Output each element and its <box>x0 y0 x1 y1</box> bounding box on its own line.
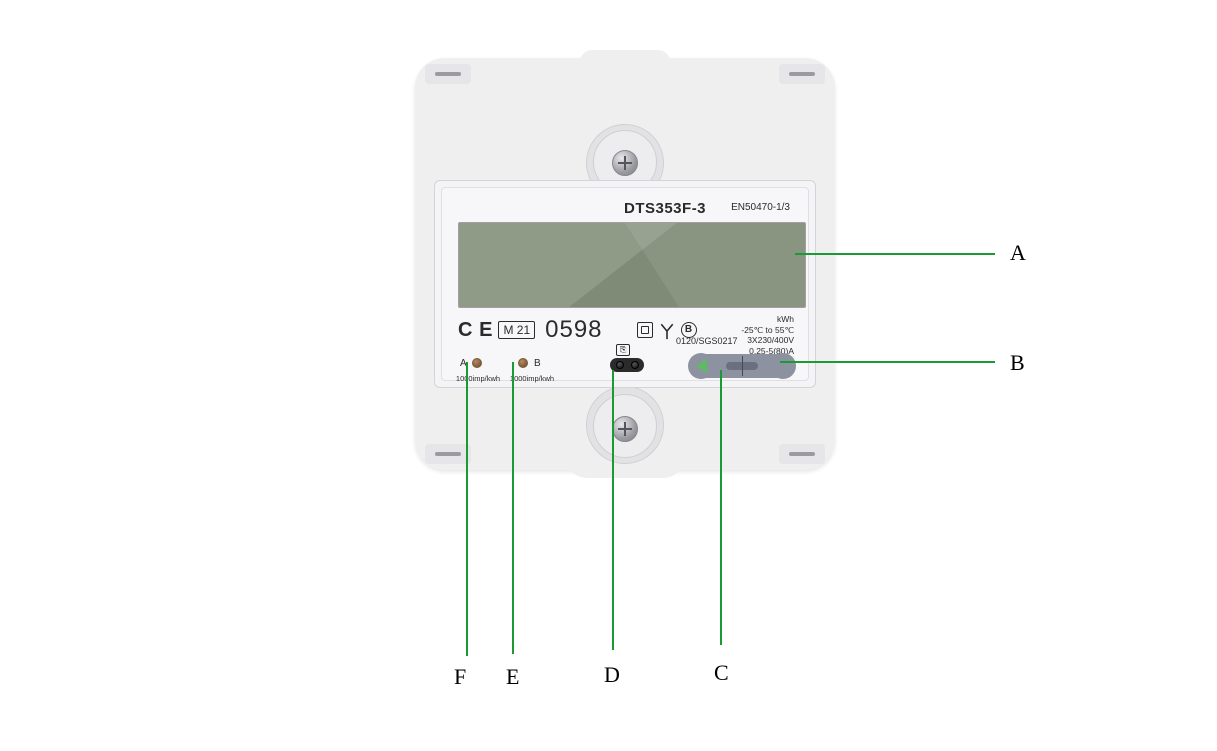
spec-voltage: 3X230/400V <box>741 335 794 346</box>
model-number: DTS353F-3 <box>624 200 706 217</box>
optical-port-symbol: ⎘ <box>616 344 630 356</box>
leader-b-line <box>780 361 995 363</box>
lcd-display <box>458 222 806 308</box>
led-a <box>472 358 482 368</box>
callout-e: E <box>506 664 519 690</box>
led-b <box>518 358 528 368</box>
wye-icon <box>659 322 675 338</box>
led-a-imp: 1000imp/kwh <box>456 374 500 383</box>
nav-middle-icon <box>726 362 758 370</box>
screw-top <box>612 150 638 176</box>
callout-b: B <box>1010 350 1025 376</box>
nav-button-cluster[interactable] <box>692 354 792 378</box>
callout-a: A <box>1010 240 1026 266</box>
callout-f: F <box>454 664 466 690</box>
leader-d-line <box>612 370 614 650</box>
nav-left-arrow-icon[interactable] <box>696 359 707 373</box>
indicator-row: A 1000imp/kwh B 1000imp/kwh <box>460 356 794 392</box>
screw-bottom <box>612 416 638 442</box>
m-box: M 21 <box>498 321 535 339</box>
meter-faceplate: DTS353F-3 EN50470-1/3 C E M 21 0598 B kW… <box>434 180 816 388</box>
leader-c-line <box>720 370 722 645</box>
callout-c: C <box>714 660 729 686</box>
diagram-canvas: DTS353F-3 EN50470-1/3 C E M 21 0598 B kW… <box>0 0 1217 751</box>
standard-label: EN50470-1/3 <box>731 202 790 213</box>
leader-f-line <box>466 362 468 656</box>
notified-body-number: 0598 <box>545 316 602 344</box>
spec-kwh: kWh <box>741 314 794 325</box>
led-b-label: B <box>534 358 541 369</box>
double-insulation-icon <box>637 322 653 338</box>
ce-mark: C E <box>458 319 492 342</box>
sgs-label: 0120/SGS0217 <box>676 336 738 346</box>
led-b-imp: 1000imp/kwh <box>510 374 554 383</box>
spec-temp: -25℃ to 55℃ <box>741 325 794 336</box>
optical-port <box>610 358 644 372</box>
leader-e-line <box>512 362 514 654</box>
leader-a-line <box>795 253 995 255</box>
callout-d: D <box>604 662 620 688</box>
